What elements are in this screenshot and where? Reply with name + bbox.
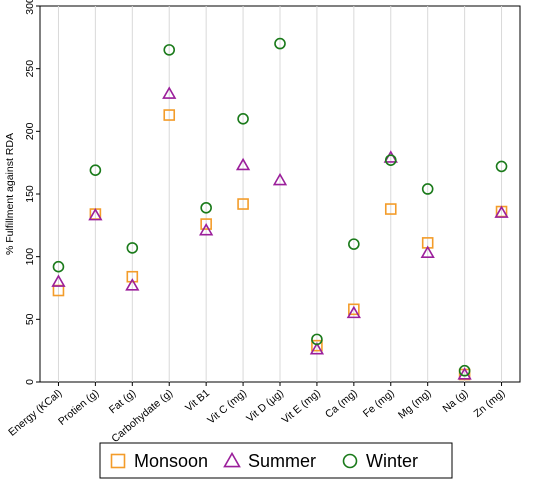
monsoon-point [163, 109, 176, 121]
summer-point [420, 245, 435, 259]
y-tick-label: 50 [24, 313, 36, 325]
summer-point [162, 86, 177, 99]
winter-point [200, 201, 212, 214]
y-tick-label: 150 [24, 185, 36, 203]
monsoon-point [126, 270, 139, 283]
x-tick-label: Zn (mg) [472, 387, 508, 420]
x-tick-label: Vit E (mg) [280, 387, 323, 426]
monsoon-point [200, 218, 212, 230]
summer-point [125, 278, 140, 291]
y-tick-label: 0 [24, 379, 36, 385]
grid-layer [57, 6, 503, 382]
legend-summer-marker [223, 451, 241, 468]
x-tick-label: Energy (KCal) [6, 387, 64, 439]
summer-point [346, 305, 361, 319]
x-tick-label: Ca (mg) [323, 387, 360, 421]
legend-monsoon-label: Monsoon [134, 451, 208, 471]
summer-point [494, 205, 509, 218]
winter-point [421, 183, 434, 195]
x-tick-label: Mg (mg) [396, 387, 434, 421]
y-axis: 0 50 100 150 200 250 300 [24, 0, 40, 385]
winter-point [89, 164, 102, 176]
winter-point [311, 333, 323, 346]
x-tick-label: Protien (g) [56, 387, 101, 428]
data-marks [51, 37, 509, 381]
y-tick-label: 250 [24, 60, 36, 78]
winter-point [237, 113, 249, 125]
x-tick-label: Vit C (mg) [205, 387, 249, 426]
winter-point [348, 238, 360, 250]
summer-point [88, 207, 103, 221]
legend-monsoon-marker [110, 453, 126, 469]
summer-point [309, 342, 325, 355]
x-tick-label: Fat (g) [107, 387, 138, 416]
x-tick-label: Fe (mg) [361, 387, 397, 420]
winter-point [163, 44, 176, 56]
x-tick-label: Vit D (µg) [244, 387, 286, 425]
x-axis: Energy (KCal)Protien (g) Fat (g)Carbohyda… [6, 382, 507, 445]
winter-point [384, 154, 397, 166]
summer-point [457, 367, 472, 380]
summer-point [51, 274, 66, 287]
legend: Monsoon Summer Winter [110, 451, 418, 471]
winter-point [274, 37, 286, 50]
x-tick-label: Vit B1 [183, 387, 212, 414]
summer-point [199, 222, 214, 236]
monsoon-point [384, 203, 397, 215]
legend-winter-marker [342, 453, 358, 469]
winter-point [52, 260, 65, 273]
summer-point [235, 157, 251, 171]
y-tick-label: 100 [24, 248, 36, 266]
winter-point [495, 160, 508, 173]
winter-point [458, 364, 471, 377]
y-axis-title: % Fulfillment against RDA [4, 133, 16, 255]
monsoon-point [348, 303, 360, 316]
monsoon-point [311, 339, 323, 352]
y-tick-label: 200 [24, 122, 36, 140]
winter-point [126, 242, 139, 254]
y-tick-label: 300 [24, 0, 36, 15]
summer-point [272, 172, 288, 186]
legend-summer-label: Summer [248, 451, 316, 471]
legend-winter-label: Winter [366, 451, 418, 471]
legend-box [99, 442, 453, 479]
x-tick-label: Na (g) [440, 387, 470, 415]
monsoon-point [237, 198, 249, 210]
